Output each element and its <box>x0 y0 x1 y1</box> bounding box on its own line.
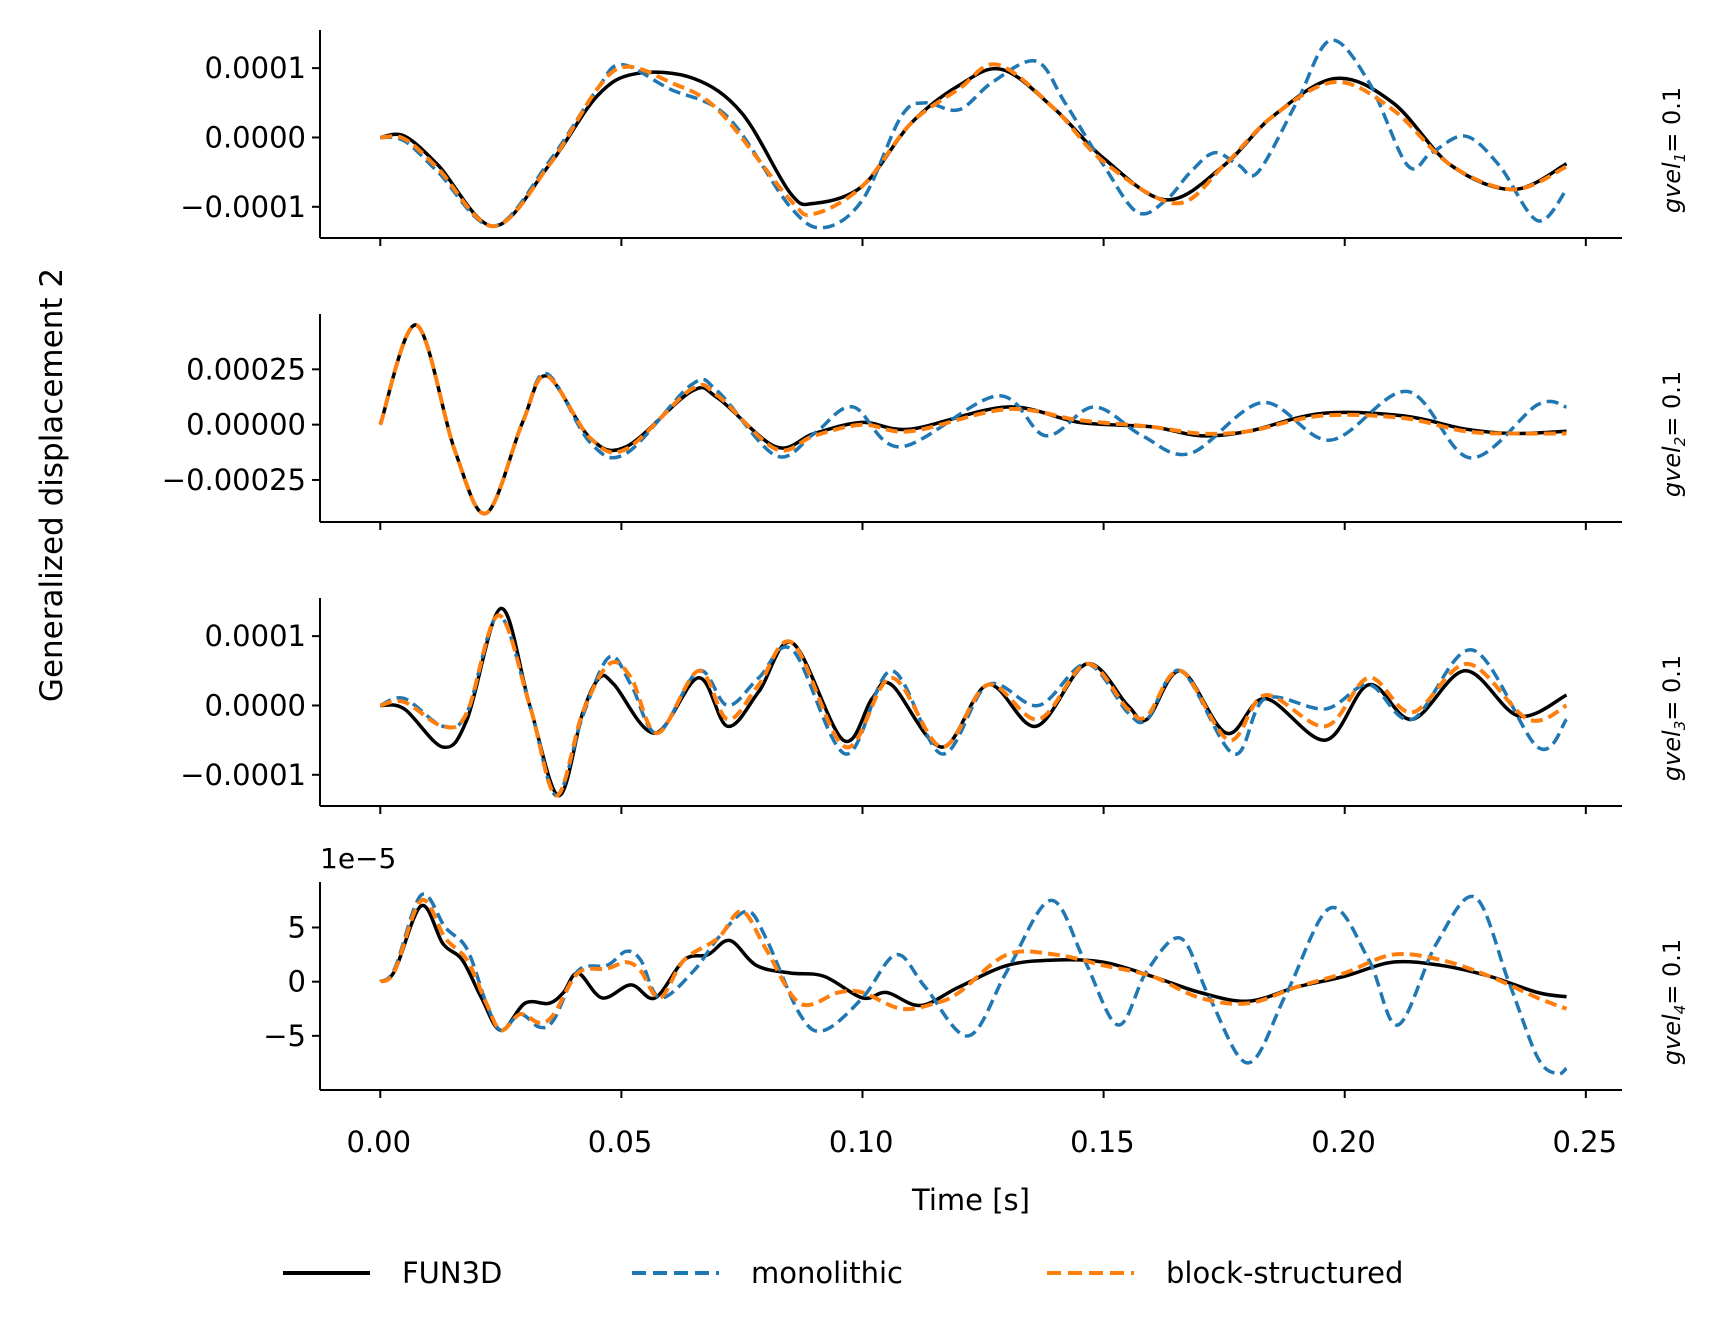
y-tick-label: 0.0001 <box>205 51 306 85</box>
subplot-1-y-ticks: 0.0001 0.0000 −0.0001 <box>180 51 320 224</box>
series-line-monolithic <box>378 323 1567 516</box>
series-line-monolithic <box>380 38 1568 230</box>
legend-entry-monolithic: monolithic <box>632 1256 903 1290</box>
y-tick-label: 0.00000 <box>186 408 306 442</box>
series-line-block-structured <box>379 613 1568 798</box>
series-line-block-structured <box>379 898 1568 1033</box>
y-tick-label: 0.0000 <box>205 688 306 722</box>
legend: FUN3D monolithic block-structured <box>283 1256 1403 1290</box>
x-axis-label: Time [s] <box>911 1183 1030 1217</box>
x-tick-label: 0.10 <box>829 1125 894 1159</box>
y-tick-label: −0.0001 <box>180 190 306 224</box>
x-tick-label: 0.25 <box>1553 1125 1618 1159</box>
subplot-4: 5 0 −5 1e−5 gvel4= 0.1 <box>263 842 1689 1098</box>
subplot-3-plot-area <box>379 606 1568 798</box>
x-tick-label: 0.15 <box>1070 1125 1135 1159</box>
subplot-4-plot-area <box>379 892 1568 1076</box>
subplot-4-offset-text: 1e−5 <box>320 842 396 875</box>
y-tick-label: 0.0001 <box>205 619 306 653</box>
subplot-1-plot-area <box>379 38 1568 230</box>
subplot-3-row-label: gvel3= 0.1 <box>1658 655 1689 781</box>
subplot-2-plot-area <box>378 323 1567 516</box>
y-tick-label: 0.00025 <box>186 352 306 386</box>
x-tick-labels: 0.00 0.05 0.10 0.15 0.20 0.25 <box>347 1125 1618 1159</box>
x-tick-label: 0.20 <box>1311 1125 1376 1159</box>
y-tick-label: 0 <box>288 965 306 999</box>
y-tick-label: −0.0001 <box>180 758 306 792</box>
subplot-4-x-ticks <box>379 1090 1587 1098</box>
subplot-3-x-ticks <box>379 806 1587 814</box>
y-tick-label: 5 <box>288 911 306 945</box>
legend-label-block-structured: block-structured <box>1166 1256 1403 1290</box>
subplot-2-row-label: gvel2= 0.1 <box>1658 371 1689 497</box>
x-tick-label: 0.05 <box>588 1125 653 1159</box>
series-line-monolithic <box>379 892 1568 1076</box>
x-tick-label: 0.00 <box>347 1125 412 1159</box>
legend-label-fun3d: FUN3D <box>402 1256 502 1290</box>
series-line-fun3d <box>378 323 1567 516</box>
subplot-3-y-ticks: 0.0001 0.0000 −0.0001 <box>180 619 320 792</box>
legend-entry-block-structured: block-structured <box>1047 1256 1403 1290</box>
legend-label-monolithic: monolithic <box>751 1256 903 1290</box>
subplot-4-row-label: gvel4= 0.1 <box>1658 939 1689 1065</box>
series-line-block-structured <box>378 323 1567 516</box>
subplot-2: 0.00025 0.00000 −0.00025 gvel2= 0.1 <box>162 314 1689 530</box>
subplot-2-y-ticks: 0.00025 0.00000 −0.00025 <box>162 352 320 497</box>
subplot-4-y-ticks: 5 0 −5 <box>263 911 320 1053</box>
legend-entry-fun3d: FUN3D <box>283 1256 502 1290</box>
series-line-monolithic <box>379 613 1568 798</box>
series-line-block-structured <box>380 62 1568 229</box>
subplot-2-x-ticks <box>379 522 1587 530</box>
subplot-3: 0.0001 0.0000 −0.0001 gvel3= 0.1 <box>180 598 1689 814</box>
subplot-1: 0.0001 0.0000 −0.0001 gvel1= 0.1 <box>180 30 1689 246</box>
y-tick-label: −5 <box>263 1019 306 1053</box>
subplot-1-row-label: gvel1= 0.1 <box>1658 87 1689 213</box>
y-tick-label: −0.00025 <box>162 463 306 497</box>
y-axis-label: Generalized displacement 2 <box>34 268 70 702</box>
subplot-1-x-ticks <box>379 238 1587 246</box>
y-tick-label: 0.0000 <box>205 120 306 154</box>
